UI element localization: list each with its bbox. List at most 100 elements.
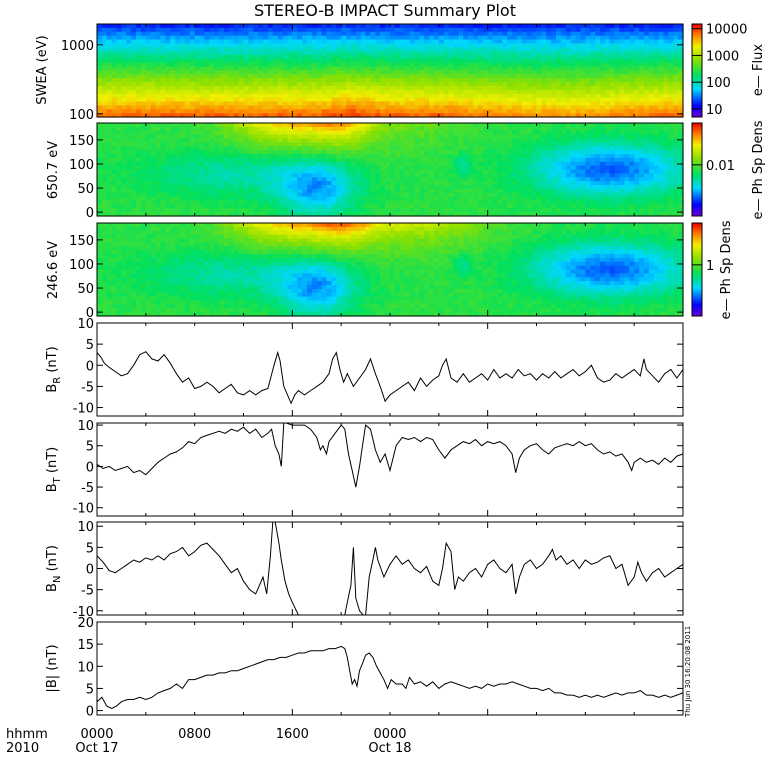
colorbar-tick-label: 100 bbox=[706, 76, 731, 91]
spectrogram-cell bbox=[219, 193, 224, 197]
spectrogram-cell bbox=[302, 82, 307, 86]
spectrogram-cell bbox=[219, 82, 224, 86]
spectrogram-cell bbox=[390, 135, 395, 139]
spectrogram-cell bbox=[327, 51, 332, 55]
spectrogram-cell bbox=[634, 55, 639, 59]
spectrogram-cell bbox=[102, 67, 107, 71]
spectrogram-cell bbox=[117, 47, 122, 51]
spectrogram-cell bbox=[493, 90, 498, 94]
spectrogram-cell bbox=[483, 47, 488, 51]
spectrogram-cell bbox=[253, 67, 258, 71]
spectrogram-cell bbox=[180, 47, 185, 51]
spectrogram-cell bbox=[410, 181, 415, 185]
spectrogram-cell bbox=[97, 127, 102, 131]
spectrogram-cell bbox=[278, 28, 283, 32]
spectrogram-cell bbox=[239, 185, 244, 189]
spectrogram-cell bbox=[317, 173, 322, 177]
spectrogram-cell bbox=[663, 109, 668, 113]
spectrogram-cell bbox=[336, 59, 341, 63]
spectrogram-cell bbox=[512, 123, 517, 127]
spectrogram-cell bbox=[302, 98, 307, 102]
spectrogram-cell bbox=[366, 150, 371, 154]
spectrogram-cell bbox=[580, 98, 585, 102]
spectrogram-cell bbox=[331, 24, 336, 28]
spectrogram-cell bbox=[483, 197, 488, 201]
spectrogram-cell bbox=[219, 28, 224, 32]
spectrogram-cell bbox=[488, 55, 493, 59]
spectrogram-cell bbox=[312, 181, 317, 185]
spectrogram-cell bbox=[351, 181, 356, 185]
spectrogram-cell bbox=[390, 90, 395, 94]
spectrogram-cell bbox=[439, 208, 444, 212]
spectrogram-cell bbox=[209, 166, 214, 170]
spectrogram-cell bbox=[165, 51, 170, 55]
spectrogram-cell bbox=[502, 139, 507, 143]
spectrogram-cell bbox=[366, 201, 371, 205]
spectrogram-cell bbox=[346, 40, 351, 44]
spectrogram-cell bbox=[502, 94, 507, 98]
spectrogram-cell bbox=[229, 86, 234, 90]
spectrogram-cell bbox=[151, 150, 156, 154]
spectrogram-cell bbox=[263, 43, 268, 47]
spectrogram-cell bbox=[405, 142, 410, 146]
spectrogram-cell bbox=[458, 127, 463, 131]
spectrogram-cell bbox=[278, 170, 283, 174]
spectrogram-cell bbox=[434, 131, 439, 135]
spectrogram-cell bbox=[253, 154, 258, 158]
spectrogram-cell bbox=[561, 47, 566, 51]
spectrogram-cell bbox=[649, 51, 654, 55]
spectrogram-cell bbox=[117, 90, 122, 94]
spectrogram-cell bbox=[107, 185, 112, 189]
spectrogram-cell bbox=[244, 71, 249, 75]
spectrogram-cell bbox=[605, 32, 610, 36]
spectrogram-cell bbox=[170, 158, 175, 162]
spectrogram-cell bbox=[351, 204, 356, 208]
spectrogram-cell bbox=[302, 40, 307, 44]
spectrogram-cell bbox=[117, 71, 122, 75]
spectrogram-cell bbox=[170, 173, 175, 177]
spectrogram-cell bbox=[361, 123, 366, 127]
spectrogram-cell bbox=[117, 74, 122, 78]
spectrogram-cell bbox=[248, 63, 253, 67]
spectrogram-cell bbox=[131, 36, 136, 40]
spectrogram-cell bbox=[488, 135, 493, 139]
spectrogram-cell bbox=[605, 78, 610, 82]
spectrogram-cell bbox=[405, 189, 410, 193]
spectrogram-cell bbox=[507, 131, 512, 135]
spectrogram-cell bbox=[663, 94, 668, 98]
spectrogram-cell bbox=[580, 94, 585, 98]
spectrogram-cell bbox=[341, 59, 346, 63]
spectrogram-cell bbox=[297, 154, 302, 158]
spectrogram-cell bbox=[673, 98, 678, 102]
spectrogram-cell bbox=[483, 59, 488, 63]
spectrogram-cell bbox=[112, 185, 117, 189]
spectrogram-cell bbox=[346, 90, 351, 94]
spectrogram-cell bbox=[244, 102, 249, 106]
spectrogram-cell bbox=[380, 170, 385, 174]
spectrogram-cell bbox=[170, 204, 175, 208]
spectrogram-cell bbox=[346, 102, 351, 106]
spectrogram-cell bbox=[361, 201, 366, 205]
spectrogram-cell bbox=[546, 82, 551, 86]
spectrogram-cell bbox=[175, 24, 180, 28]
spectrogram-cell bbox=[234, 67, 239, 71]
spectrogram-cell bbox=[434, 43, 439, 47]
spectrogram-cell bbox=[668, 43, 673, 47]
spectrogram-cell bbox=[522, 82, 527, 86]
spectrogram-cell bbox=[405, 47, 410, 51]
spectrogram-cell bbox=[390, 170, 395, 174]
spectrogram-cell bbox=[200, 94, 205, 98]
spectrogram-cell bbox=[156, 90, 161, 94]
spectrogram-cell bbox=[151, 173, 156, 177]
spectrogram-cell bbox=[522, 102, 527, 106]
spectrogram-cell bbox=[351, 150, 356, 154]
spectrogram-cell bbox=[610, 55, 615, 59]
spectrogram-cell bbox=[424, 166, 429, 170]
spectrogram-cell bbox=[253, 43, 258, 47]
spectrogram-cell bbox=[659, 47, 664, 51]
spectrogram-cell bbox=[497, 201, 502, 205]
spectrogram-cell bbox=[414, 109, 419, 113]
spectrogram-cell bbox=[107, 135, 112, 139]
spectrogram-cell bbox=[156, 78, 161, 82]
spectrogram-cell bbox=[458, 63, 463, 67]
